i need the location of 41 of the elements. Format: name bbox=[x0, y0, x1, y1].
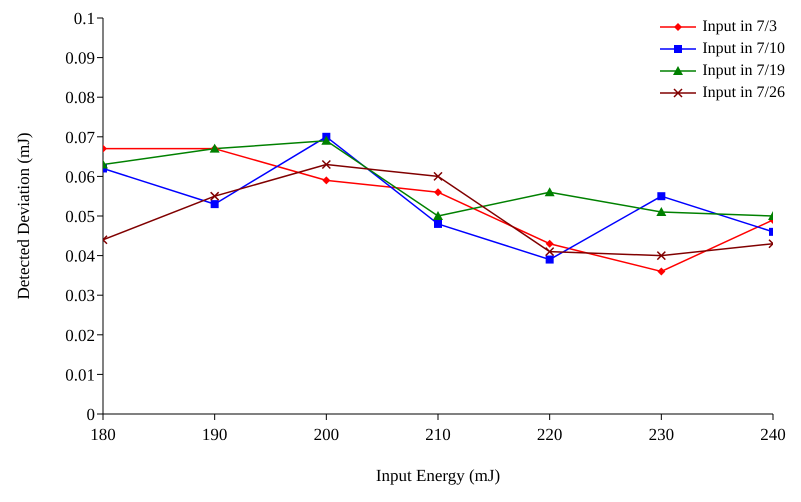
point bbox=[433, 211, 443, 220]
point bbox=[656, 250, 666, 260]
x-tick-label: 220 bbox=[536, 425, 562, 444]
x-tick-label: 240 bbox=[760, 425, 786, 444]
point bbox=[657, 267, 666, 276]
point bbox=[546, 240, 554, 248]
x-tick-label: 230 bbox=[648, 425, 674, 444]
point bbox=[656, 207, 666, 216]
legend-label: Input in 7/19 bbox=[702, 62, 785, 80]
y-tick-label: 0.09 bbox=[65, 48, 95, 68]
y-tick-label: 0.1 bbox=[74, 9, 95, 28]
y-tick-label: 0.05 bbox=[65, 207, 95, 226]
point bbox=[544, 187, 555, 196]
y-tick-label: 0 bbox=[86, 405, 95, 424]
y-tick-label: 0.01 bbox=[65, 365, 95, 384]
legend-label: Input in 7/26 bbox=[702, 84, 785, 102]
y-tick-label: 0.08 bbox=[65, 88, 95, 108]
y-axis-title: Detected Deviation (mJ) bbox=[14, 132, 34, 300]
point bbox=[321, 136, 332, 145]
point bbox=[546, 256, 554, 264]
y-tick-label: 0.04 bbox=[65, 246, 96, 266]
x-axis-title: Input Energy (mJ) bbox=[376, 466, 500, 486]
point bbox=[544, 246, 554, 256]
point bbox=[322, 176, 330, 184]
x-tick-label: 200 bbox=[314, 425, 340, 444]
point bbox=[657, 192, 666, 200]
point bbox=[433, 172, 443, 182]
point bbox=[210, 200, 219, 208]
y-tick-label: 0.07 bbox=[65, 128, 96, 147]
point bbox=[434, 188, 442, 196]
x-tick-label: 210 bbox=[425, 425, 451, 444]
x-tick-label: 180 bbox=[90, 425, 116, 444]
point bbox=[434, 220, 442, 228]
y-tick-label: 0.03 bbox=[65, 286, 95, 306]
legend-label: Input in 7/10 bbox=[702, 40, 785, 58]
y-tick-label: 0.02 bbox=[65, 326, 95, 345]
point bbox=[322, 160, 332, 170]
point bbox=[210, 191, 220, 201]
x-tick-label: 190 bbox=[202, 425, 228, 444]
y-tick-label: 0.06 bbox=[65, 167, 95, 186]
legend-label: Input in 7/3 bbox=[702, 18, 777, 36]
